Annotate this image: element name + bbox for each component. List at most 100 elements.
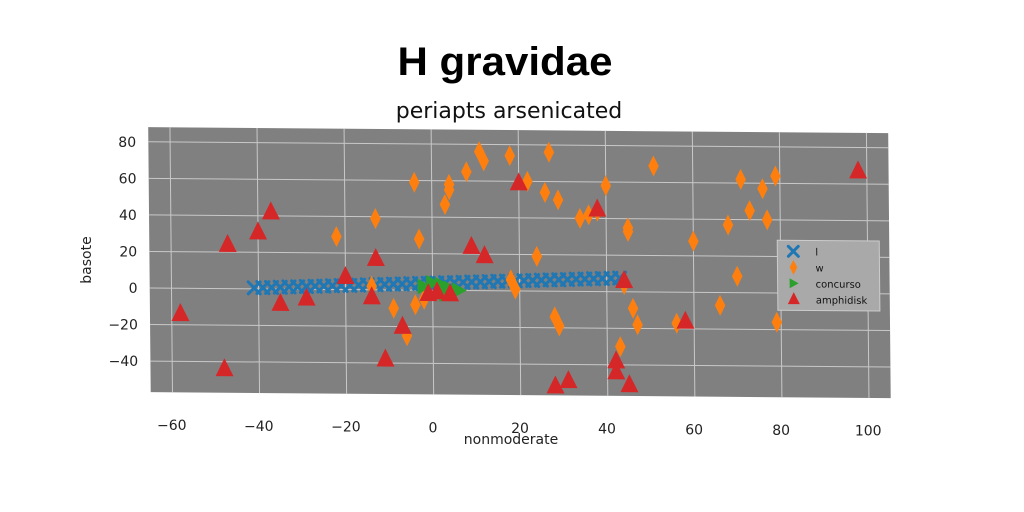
- point-amphidisk: [615, 270, 634, 289]
- x-axis-label: nonmoderate: [464, 432, 558, 448]
- x-tick-label: 100: [855, 424, 882, 440]
- grid-line-y: [149, 250, 890, 258]
- point-amphidisk: [336, 265, 355, 285]
- grid-line-x: [691, 131, 696, 397]
- point-w: [722, 214, 734, 236]
- point-concurso: [417, 278, 432, 295]
- legend-box: [776, 239, 881, 312]
- legend-label-amphidisk: amphidisk: [816, 296, 868, 307]
- point-w: [522, 170, 533, 192]
- grid-line-y: [150, 324, 891, 331]
- point-amphidisk: [849, 160, 868, 179]
- grid-line-y: [150, 360, 891, 368]
- point-amphidisk: [607, 350, 626, 369]
- point-amphidisk: [297, 287, 316, 306]
- legend-label-l: l: [815, 248, 818, 259]
- x-tick-label: 60: [685, 422, 703, 438]
- y-tick-label: −40: [109, 354, 139, 370]
- point-w: [600, 175, 612, 197]
- series-amphidisk: [171, 160, 868, 394]
- point-w: [410, 294, 421, 316]
- point-w: [510, 278, 521, 300]
- x-tick-label: 80: [772, 423, 790, 439]
- legend-marker-l: [786, 244, 800, 258]
- grid-line-x: [256, 128, 261, 394]
- point-w: [388, 297, 399, 319]
- legend-marker-amphidisk: [787, 292, 800, 305]
- x-tick-label: 20: [511, 421, 529, 437]
- y-tick-label: 60: [119, 171, 137, 187]
- point-amphidisk: [428, 281, 447, 300]
- point-w: [443, 179, 455, 201]
- point-w: [531, 245, 543, 267]
- y-tick-label: −20: [108, 318, 138, 334]
- chart-title: H gravidae: [398, 40, 613, 84]
- point-w: [770, 165, 781, 187]
- point-w: [461, 161, 472, 183]
- point-w: [370, 208, 381, 230]
- point-amphidisk: [218, 233, 237, 253]
- point-w: [408, 171, 420, 193]
- x-tick-label: 0: [428, 420, 437, 436]
- point-w: [331, 226, 342, 248]
- point-amphidisk: [362, 286, 381, 305]
- point-w: [439, 193, 451, 215]
- plot-area: lw concurso amphidisk: [148, 127, 891, 399]
- point-w: [627, 297, 639, 319]
- y-axis-label: basote: [79, 236, 95, 283]
- point-amphidisk: [393, 315, 412, 334]
- point-w: [574, 207, 586, 229]
- point-w: [478, 150, 489, 172]
- point-amphidisk: [462, 235, 481, 254]
- point-amphidisk: [441, 283, 460, 302]
- x-tick-label: −20: [331, 420, 361, 436]
- point-amphidisk: [249, 221, 268, 240]
- point-amphidisk: [261, 201, 280, 220]
- point-w: [735, 168, 746, 190]
- point-w: [761, 209, 773, 231]
- point-amphidisk: [376, 348, 395, 367]
- chart-subtitle: periapts arsenicated: [396, 99, 622, 124]
- point-amphidisk: [676, 310, 695, 329]
- y-tick-label: 0: [129, 281, 138, 297]
- x-tick-labels: −60 −40 −20 0 20 40 60 80 100: [157, 418, 882, 440]
- legend-label-w: w: [815, 264, 823, 275]
- grid-line-x: [343, 128, 348, 394]
- grid-line-y: [148, 141, 889, 149]
- point-amphidisk: [271, 292, 290, 311]
- point-w: [744, 200, 755, 222]
- point-w: [648, 155, 659, 177]
- point-w: [615, 336, 626, 358]
- point-w: [539, 181, 551, 203]
- grid-line-x: [169, 127, 173, 393]
- point-w: [552, 189, 564, 211]
- point-w: [504, 145, 515, 167]
- point-w: [583, 204, 594, 226]
- y-tick-label: 40: [119, 208, 137, 224]
- point-concurso: [452, 282, 467, 299]
- point-w: [553, 315, 565, 337]
- series-layer: [171, 141, 868, 394]
- x-tick-label: −40: [244, 419, 274, 435]
- point-amphidisk: [171, 303, 190, 322]
- legend: lw concurso amphidisk: [776, 239, 881, 312]
- point-w: [366, 275, 377, 297]
- point-w: [632, 314, 643, 336]
- point-amphidisk: [509, 172, 528, 191]
- point-amphidisk: [546, 375, 565, 394]
- grid-line-x: [604, 130, 609, 396]
- legend-marker-w: [789, 259, 798, 275]
- grid-line-x: [430, 129, 435, 395]
- legend-marker-concurso: [789, 278, 799, 289]
- point-w: [771, 311, 783, 333]
- point-amphidisk: [559, 370, 578, 389]
- point-w: [714, 294, 726, 316]
- x-tick-label: −60: [157, 418, 187, 434]
- point-w: [731, 265, 743, 287]
- point-amphidisk: [588, 198, 607, 217]
- y-tick-label: 20: [119, 244, 137, 260]
- legend-label-concurso: concurso: [816, 280, 861, 291]
- y-tick-labels: −40 −20 0 20 40 60 80: [108, 135, 138, 370]
- point-amphidisk: [475, 245, 494, 264]
